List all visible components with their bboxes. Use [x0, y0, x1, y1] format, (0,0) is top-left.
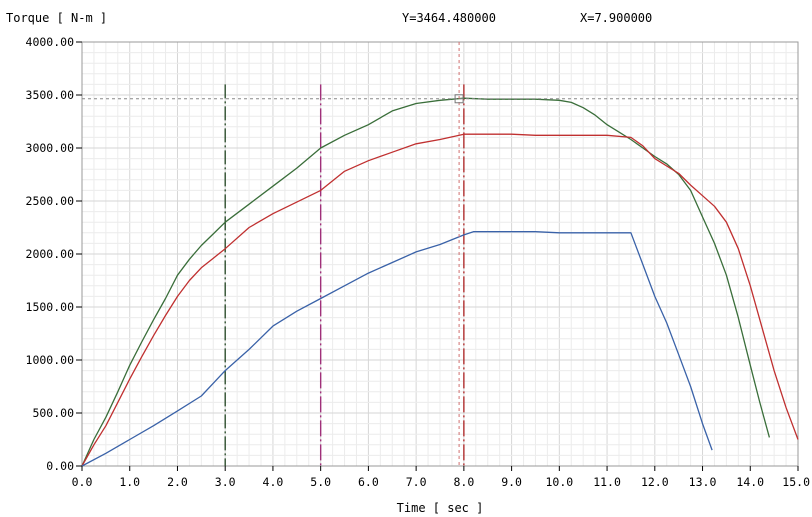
y-tick-label: 2500.00 — [26, 194, 75, 208]
x-tick-label: 2.0 — [167, 475, 188, 489]
y-tick-label: 4000.00 — [26, 35, 75, 49]
y-tick-label: 2000.00 — [26, 247, 75, 261]
y-tick-label: 1500.00 — [26, 300, 75, 314]
cursor-point — [454, 94, 464, 104]
grid — [81, 41, 799, 467]
x-axis-label: Time [ sec ] — [397, 501, 484, 515]
x-tick-label: 6.0 — [358, 475, 379, 489]
y-tick-label: 3000.00 — [26, 141, 75, 155]
x-tick-label: 0.0 — [72, 475, 93, 489]
y-tick-label: 500.00 — [32, 406, 74, 420]
series-line-3 — [81, 231, 713, 467]
y-tick-labels: 0.00 500.00 1000.00 1500.00 2000.00 2500.00 30… — [26, 35, 82, 473]
cursor-crosshair — [82, 42, 798, 466]
x-tick-label: 3.0 — [215, 475, 236, 489]
x-tick-label: 4.0 — [263, 475, 284, 489]
series-lines — [81, 97, 799, 467]
x-tick-label: 10.0 — [545, 475, 573, 489]
x-tick-label: 8.0 — [453, 475, 474, 489]
y-axis-label: Torque [ N-m ] — [6, 11, 107, 25]
x-tick-label: 9.0 — [501, 475, 522, 489]
x-tick-labels: 0.0 1.0 2.0 3.0 4.0 5.0 6.0 7.0 8.0 9.0 10.0 11.0 12… — [72, 466, 810, 489]
y-tick-label: 0.00 — [46, 459, 74, 473]
x-tick-label: 7.0 — [406, 475, 427, 489]
x-tick-label: 5.0 — [310, 475, 331, 489]
x-tick-label: 14.0 — [736, 475, 764, 489]
series-line-1 — [81, 97, 771, 467]
y-tick-label: 1000.00 — [26, 353, 75, 367]
x-tick-label: 11.0 — [593, 475, 621, 489]
x-tick-label: 12.0 — [641, 475, 669, 489]
cursor-y-readout: Y=3464.480000 — [402, 11, 496, 25]
x-tick-label: 1.0 — [119, 475, 140, 489]
series-line-2 — [81, 133, 799, 467]
x-tick-label: 13.0 — [689, 475, 717, 489]
x-tick-label: 15.0 — [782, 475, 810, 489]
y-tick-label: 3500.00 — [26, 88, 75, 102]
cursor-x-readout: X=7.900000 — [580, 11, 652, 25]
